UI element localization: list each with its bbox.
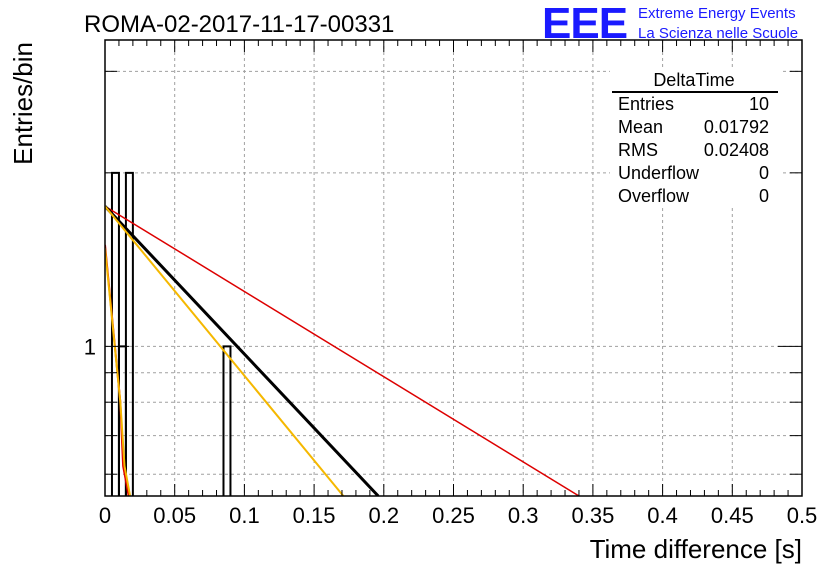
fit-line bbox=[105, 248, 132, 496]
stats-box: DeltaTime Entries 10 Mean 0.01792 RMS 0.02408… bbox=[610, 68, 780, 208]
stats-row-label: Overflow bbox=[618, 186, 690, 206]
x-tick-label: 0.4 bbox=[647, 503, 678, 528]
stats-row-value: 10 bbox=[749, 94, 769, 114]
stats-row-label: Entries bbox=[618, 94, 674, 114]
fit-line bbox=[105, 205, 580, 496]
fit-lines bbox=[105, 205, 580, 496]
x-tick-label: 0.15 bbox=[293, 503, 336, 528]
histogram-bin bbox=[124, 171, 134, 496]
fit-line bbox=[105, 205, 345, 496]
x-tick-label: 0.25 bbox=[432, 503, 475, 528]
chart-title: ROMA-02-2017-11-17-00331 bbox=[84, 11, 394, 38]
axis-tick-labels: 0 0.05 0.1 0.15 0.2 0.25 0.3 0.35 0.4 0.45 0.5 1 bbox=[84, 334, 818, 528]
stats-row-value: 0 bbox=[759, 163, 769, 183]
stats-row-label: RMS bbox=[618, 140, 658, 160]
x-tick-label: 0.5 bbox=[787, 503, 818, 528]
stats-row-value: 0 bbox=[759, 186, 769, 206]
eee-logo: EEE Extreme Energy Events La Scienza nel… bbox=[542, 0, 798, 48]
logo-line-2: La Scienza nelle Scuole bbox=[638, 25, 798, 42]
histogram-bin bbox=[222, 345, 232, 496]
y-tick-label: 1 bbox=[84, 334, 96, 359]
stats-row-value: 0.01792 bbox=[704, 117, 769, 137]
eee-logo-mark: EEE bbox=[542, 0, 627, 48]
stats-row-label: Mean bbox=[618, 117, 663, 137]
x-axis-title: Time difference [s] bbox=[590, 534, 802, 564]
x-tick-label: 0.35 bbox=[571, 503, 614, 528]
x-tick-label: 0.05 bbox=[153, 503, 196, 528]
logo-line-1: Extreme Energy Events bbox=[638, 5, 796, 22]
x-tick-label: 0 bbox=[99, 503, 111, 528]
x-tick-label: 0.1 bbox=[229, 503, 260, 528]
axis-ticks bbox=[104, 40, 803, 496]
stats-row-value: 0.02408 bbox=[704, 140, 769, 160]
fit-line bbox=[105, 205, 380, 496]
y-axis-title: Entries/bin bbox=[8, 42, 38, 165]
x-tick-label: 0.45 bbox=[711, 503, 754, 528]
x-tick-label: 0.2 bbox=[369, 503, 400, 528]
x-tick-label: 0.3 bbox=[508, 503, 539, 528]
stats-row-label: Underflow bbox=[618, 163, 700, 183]
stats-title: DeltaTime bbox=[653, 70, 734, 90]
